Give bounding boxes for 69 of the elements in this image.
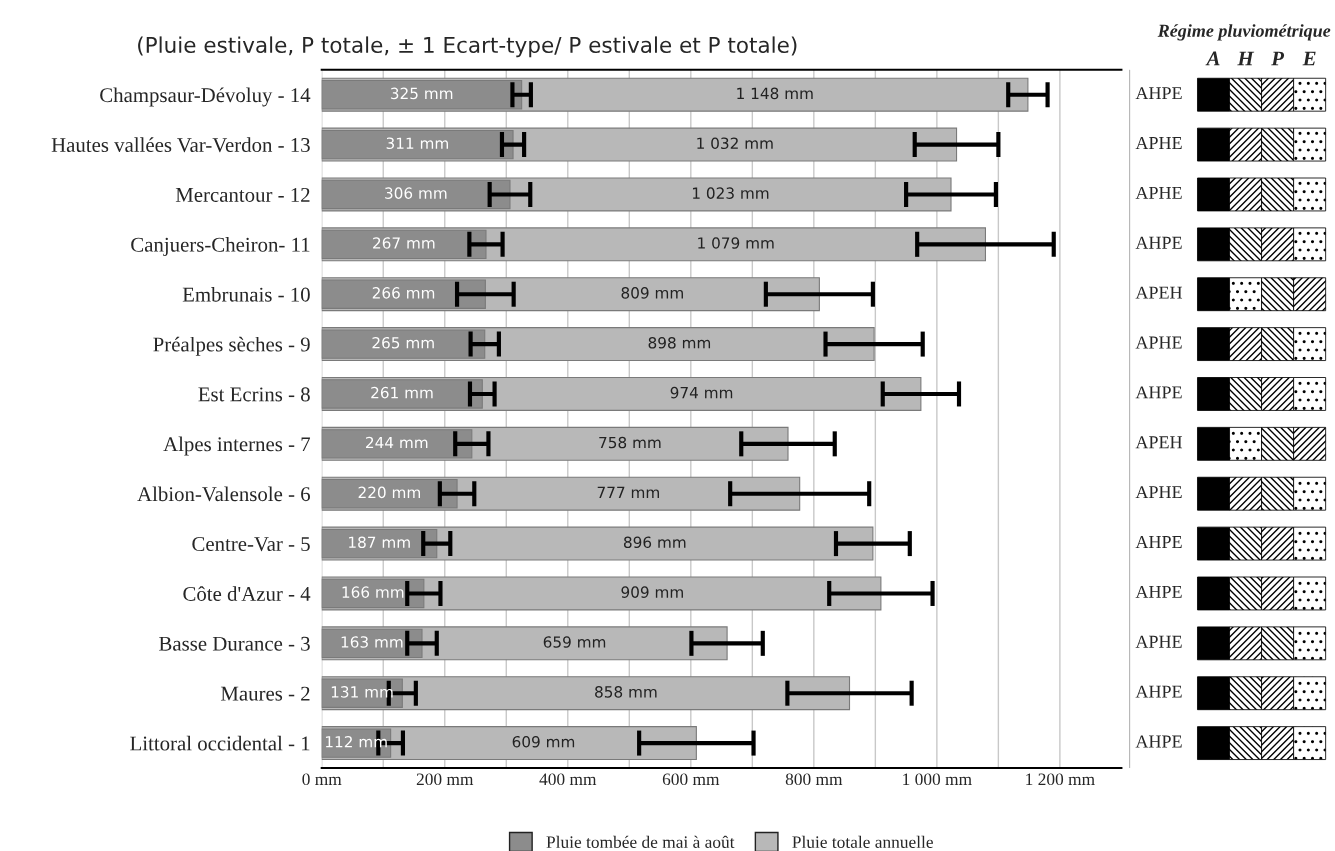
y-tick-label: Littoral occidental - 1 xyxy=(130,735,310,751)
text: AHPE xyxy=(1135,735,1182,748)
category-label: A xyxy=(1205,51,1220,66)
y-tick-label: Centre-Var - 5 xyxy=(192,537,310,552)
text: APHE xyxy=(1135,486,1182,499)
text: APHE xyxy=(1135,635,1182,648)
data-label: 974 mm xyxy=(670,386,733,399)
y-tick-label: Canjuers-Cheiron- 11 xyxy=(131,237,310,257)
data-label: 896 mm xyxy=(623,536,686,549)
data-label: 325 mm xyxy=(390,87,453,100)
y-tick-label: Mercantour - 12 xyxy=(175,187,310,202)
legend-label: Pluie tombée de mai à août xyxy=(546,835,735,848)
data-label: 220 mm xyxy=(358,486,420,499)
x-tick-label: 200 mm xyxy=(416,773,474,786)
text: APHE xyxy=(1135,137,1182,149)
data-label: 1 023 mm xyxy=(692,187,769,199)
y-tick-label: Champsaur-Dévoluy - 14 xyxy=(100,87,311,107)
data-label: 311 mm xyxy=(386,137,448,150)
data-label: 244 mm xyxy=(366,436,428,449)
text: APEH xyxy=(1135,286,1183,299)
y-tick-label: Côte d'Azur - 4 xyxy=(183,586,311,601)
y-tick-label: Embrunais - 10 xyxy=(182,286,310,302)
y-tick-label: Basse Durance - 3 xyxy=(159,636,310,651)
data-label: 858 mm xyxy=(595,686,657,698)
data-label: 909 mm xyxy=(621,586,683,598)
text: APHE xyxy=(1135,186,1182,199)
text: APHE xyxy=(1135,336,1182,349)
data-label: 267 mm xyxy=(373,237,435,249)
y-tick-label: Est Ecrins - 8 xyxy=(198,387,310,402)
data-label: 163 mm xyxy=(341,636,403,648)
x-tick-label: 400 mm xyxy=(539,773,597,786)
data-label: 777 mm xyxy=(597,486,659,498)
data-label: 809 mm xyxy=(621,287,683,299)
y-tick-label: Préalpes sèches - 9 xyxy=(153,336,310,356)
data-label: 166 mm xyxy=(342,586,404,598)
data-label: 1 148 mm xyxy=(737,87,813,100)
text: AHPE xyxy=(1135,236,1182,249)
data-label: 306 mm xyxy=(385,187,447,199)
y-tick-label: Alpes internes - 7 xyxy=(163,436,311,456)
data-label: 758 mm xyxy=(599,436,661,449)
text: AHPE xyxy=(1135,386,1182,399)
category-label: H xyxy=(1237,51,1255,66)
data-label: 261 mm xyxy=(371,386,433,399)
category-label: E xyxy=(1302,51,1316,66)
data-label: 609 mm xyxy=(512,735,575,748)
text: Régime pluviométrique xyxy=(1157,24,1331,41)
data-label: 659 mm xyxy=(543,636,606,648)
category-label: P xyxy=(1271,51,1285,66)
x-tick-label: 0 mm xyxy=(302,773,342,786)
y-tick-label: Hautes vallées Var-Verdon - 13 xyxy=(51,137,310,153)
data-label: 187 mm xyxy=(349,536,410,549)
text: AHPE xyxy=(1135,87,1182,100)
text: AHPE xyxy=(1135,685,1182,698)
legend-label: Pluie totale annuelle xyxy=(792,835,933,848)
data-label: 898 mm xyxy=(648,336,711,349)
x-tick-label: 600 mm xyxy=(662,773,720,786)
x-tick-label: 800 mm xyxy=(785,773,843,786)
data-label: 266 mm xyxy=(372,287,435,299)
data-label: 265 mm xyxy=(372,336,434,349)
y-tick-label: Albion-Valensole - 6 xyxy=(137,486,310,502)
x-tick-label: 1 000 mm xyxy=(903,773,972,786)
text: AHPE xyxy=(1135,585,1182,598)
y-tick-label: Maures - 2 xyxy=(220,686,310,701)
data-label: 1 032 mm xyxy=(697,137,773,150)
text: AHPE xyxy=(1135,536,1182,548)
chart-subtitle: (Pluie estivale, P totale, ± 1 Ecart-type/ P estivale et P totale) xyxy=(138,36,797,58)
data-label: 1 079 mm xyxy=(698,237,774,249)
x-tick-label: 1 200 mm xyxy=(1026,773,1095,786)
text: APEH xyxy=(1135,436,1183,449)
